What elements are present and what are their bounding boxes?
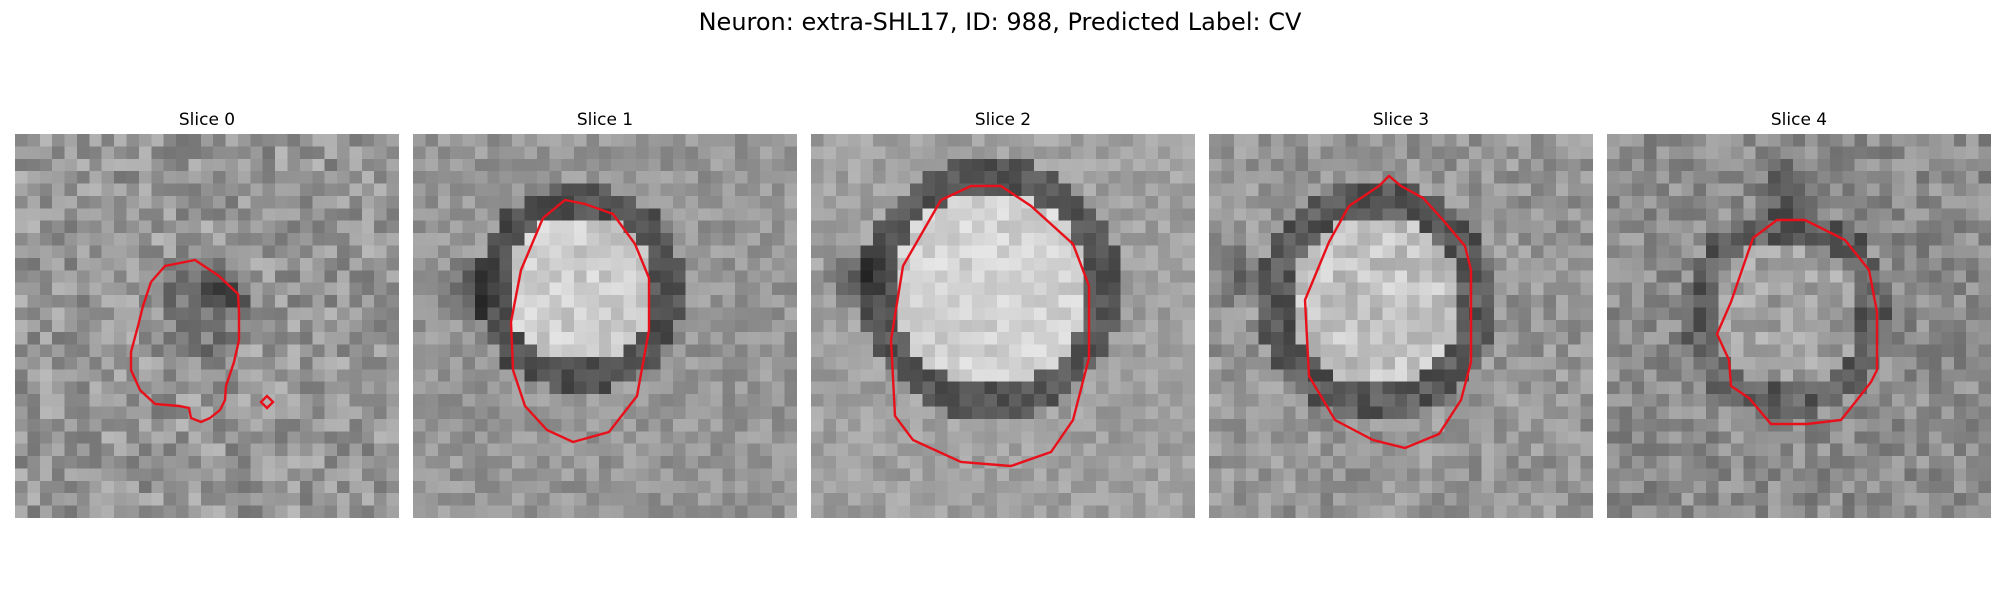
slice-image-2	[811, 134, 1195, 518]
slice-panel-1: Slice 1	[413, 108, 797, 518]
slice-image-0	[15, 134, 399, 518]
cell-contour-1	[509, 198, 651, 444]
slice-panel-2: Slice 2	[811, 108, 1195, 518]
cell-contour-0	[129, 258, 241, 424]
contour-overlay-3	[1303, 174, 1473, 450]
cell-contour-3	[1303, 174, 1473, 450]
slice-panel-0: Slice 0	[15, 108, 399, 518]
contour-overlay-4	[1715, 218, 1879, 426]
contour-overlay-0	[129, 258, 275, 424]
contour-overlay-1	[509, 198, 651, 444]
slice-image-1	[413, 134, 797, 518]
slice-title-0: Slice 0	[178, 110, 236, 130]
slice-title-4: Slice 4	[1770, 110, 1828, 130]
slice-image-4	[1607, 134, 1991, 518]
cell-contour-4	[1715, 218, 1879, 426]
slice-panel-4: Slice 4	[1607, 108, 1991, 518]
contour-overlay-2	[889, 184, 1091, 468]
slice-title-3: Slice 3	[1372, 110, 1430, 130]
slice-image-3	[1209, 134, 1593, 518]
slice-title-1: Slice 1	[576, 110, 634, 130]
slice-title-2: Slice 2	[974, 110, 1032, 130]
figure-title: Neuron: extra-SHL17, ID: 988, Predicted …	[698, 8, 1302, 36]
slice-panel-3: Slice 3	[1209, 108, 1593, 518]
cell-contour-2	[889, 184, 1091, 468]
cell-contour-0-fragment	[259, 394, 275, 410]
